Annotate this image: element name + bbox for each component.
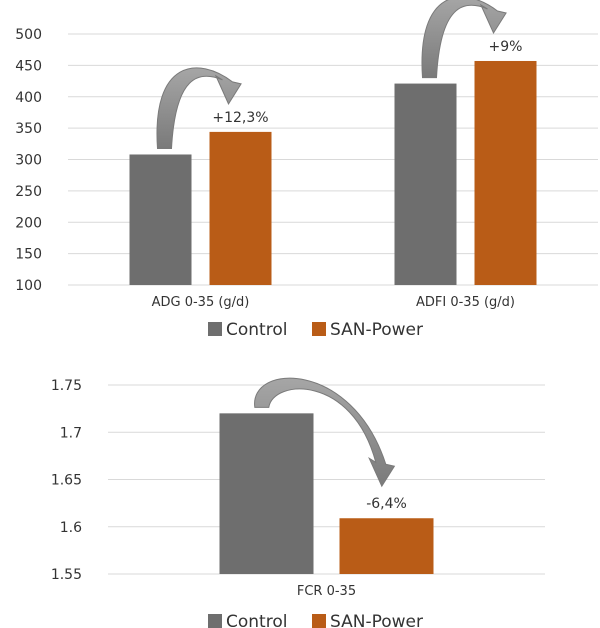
fcr-legend-swatch-san-power [312,614,326,628]
fcr-legend-label-control: Control [226,612,287,628]
fcr-y-tick-label: 1.6 [60,520,82,536]
fcr-legend-swatch-control [208,614,222,628]
fcr-y-tick-label: 1.75 [51,378,82,394]
fcr-y-tick-label: 1.65 [51,473,82,489]
fcr-legend-label-san-power: SAN-Power [330,612,423,628]
fcr-bar-san-power [339,518,434,574]
adg-bar-san-power [474,60,537,285]
adg-x-category-label: ADG 0-35 (g/d) [152,295,250,310]
adg-x-category-label: ADFI 0-35 (g/d) [416,295,515,310]
fcr-x-category-label: FCR 0-35 [297,584,356,599]
adg-change-label: +9% [489,39,523,55]
adg-bar-control [394,83,457,285]
adg-legend-label-san-power: SAN-Power [330,320,423,340]
adg-legend-swatch-san-power [312,322,326,336]
adg-legend-swatch-control [208,322,222,336]
adg-bar-control [129,154,192,285]
adg-y-tick-label: 100 [15,278,42,294]
adg-y-tick-label: 450 [15,58,42,74]
fcr-y-tick-label: 1.55 [51,567,82,583]
adg-y-tick-label: 500 [15,27,42,43]
adg-adfi-chart: 100 150 200 250 300 350 400 450 500 ADG 0-35 (g/d… [15,0,598,340]
adg-y-tick-label: 200 [15,215,42,231]
fcr-bar-control [219,413,314,574]
adg-y-tick-label: 350 [15,121,42,137]
adg-change-label: +12,3% [212,110,268,126]
adg-legend-label-control: Control [226,320,287,340]
adg-y-tick-label: 150 [15,247,42,263]
fcr-change-label: -6,4% [366,496,407,512]
fcr-y-tick-label: 1.7 [60,425,82,441]
adg-increase-arrow [421,0,507,79]
fcr-chart: 1.55 1.6 1.65 1.7 1.75 FCR 0-35 -6,4% Control SA… [51,377,545,628]
adg-y-tick-label: 250 [15,184,42,200]
adg-bar-san-power [209,131,272,285]
adg-y-tick-label: 400 [15,90,42,106]
adg-y-tick-label: 300 [15,153,42,169]
fcr-decrease-arrow [254,377,396,488]
adg-increase-arrow [156,67,242,149]
